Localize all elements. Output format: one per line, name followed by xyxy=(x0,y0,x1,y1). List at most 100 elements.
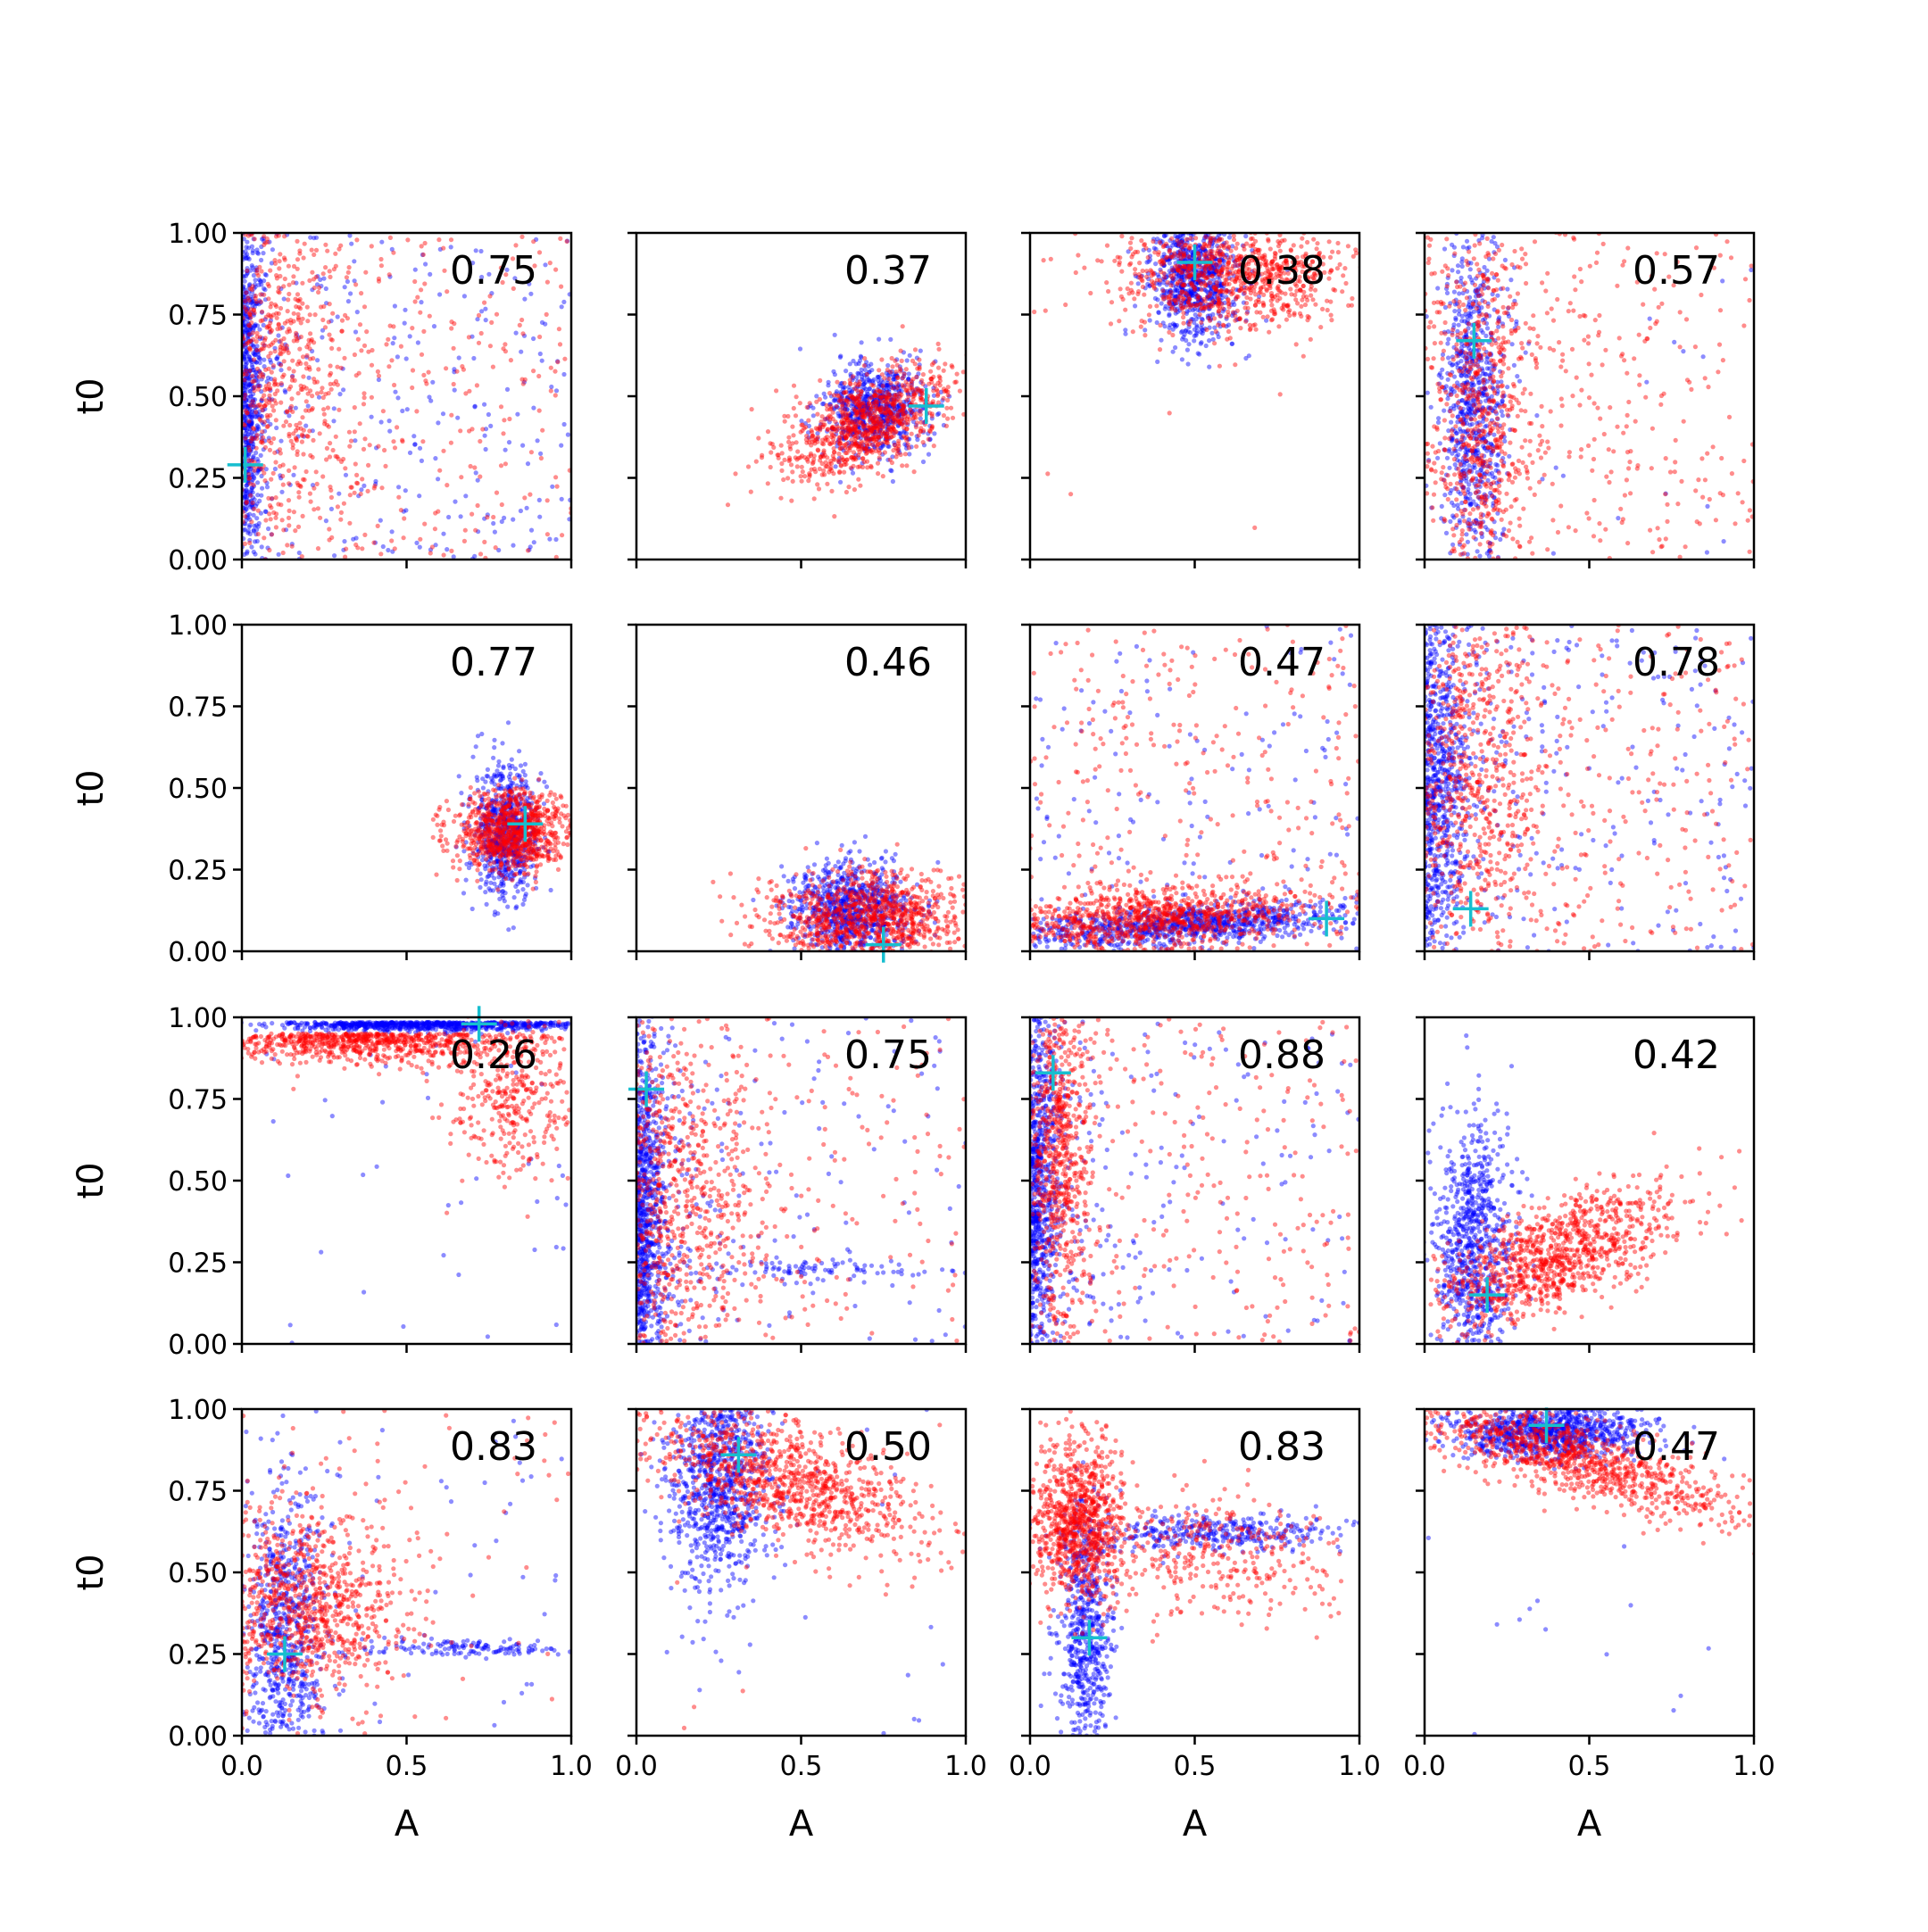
data-point xyxy=(404,356,409,361)
data-point xyxy=(1259,228,1263,232)
data-point xyxy=(1320,307,1325,311)
data-point xyxy=(1446,377,1450,382)
data-point xyxy=(1123,308,1127,312)
data-point xyxy=(418,311,422,315)
data-point xyxy=(300,554,304,559)
data-point xyxy=(1105,244,1109,248)
data-point xyxy=(1150,283,1154,287)
data-point xyxy=(833,333,837,337)
data-point xyxy=(267,394,271,398)
data-point xyxy=(1175,323,1179,328)
data-point xyxy=(389,538,394,543)
data-point xyxy=(860,415,864,419)
data-point xyxy=(858,402,862,406)
data-point xyxy=(247,346,252,351)
data-point xyxy=(281,551,286,555)
data-point xyxy=(891,448,895,452)
data-point xyxy=(277,286,281,290)
data-point xyxy=(903,421,908,426)
data-point xyxy=(300,302,304,306)
data-point xyxy=(1173,308,1177,312)
data-point xyxy=(499,463,503,468)
data-point xyxy=(493,530,497,535)
data-point xyxy=(1181,305,1185,310)
data-point xyxy=(1228,228,1233,232)
data-point xyxy=(382,448,386,452)
data-point xyxy=(250,379,254,384)
data-point xyxy=(1209,266,1214,270)
data-point xyxy=(1112,259,1117,263)
data-point xyxy=(1228,255,1233,260)
data-point xyxy=(282,296,287,301)
data-point xyxy=(254,300,259,304)
data-point xyxy=(314,469,319,474)
data-point xyxy=(287,516,291,520)
data-point xyxy=(876,471,880,476)
data-point xyxy=(248,227,253,231)
data-point xyxy=(1222,244,1226,248)
data-point xyxy=(1158,240,1162,245)
data-point xyxy=(1181,311,1185,315)
data-point xyxy=(1049,257,1053,261)
data-point xyxy=(834,464,838,468)
data-point xyxy=(1218,288,1223,293)
data-point xyxy=(301,374,305,378)
data-point xyxy=(262,471,266,476)
data-point xyxy=(936,342,941,346)
data-point xyxy=(262,403,267,408)
data-point xyxy=(1165,289,1169,294)
data-point xyxy=(935,389,940,394)
data-point xyxy=(334,435,338,439)
data-point xyxy=(248,532,253,536)
data-point xyxy=(282,373,287,377)
data-point xyxy=(1193,236,1198,240)
data-point xyxy=(766,481,770,485)
data-point xyxy=(1143,333,1147,337)
data-point xyxy=(289,439,294,444)
data-point xyxy=(1248,323,1252,328)
data-point xyxy=(842,390,846,394)
data-point xyxy=(549,385,553,389)
data-point xyxy=(310,270,314,275)
data-point xyxy=(862,356,867,361)
data-point xyxy=(436,420,440,425)
data-point xyxy=(379,419,384,424)
data-point xyxy=(289,404,294,409)
data-point xyxy=(518,323,522,328)
data-point xyxy=(1243,319,1248,324)
data-point xyxy=(391,439,395,444)
data-point xyxy=(1119,234,1124,238)
data-point xyxy=(253,451,258,455)
data-point xyxy=(1151,272,1156,277)
data-point xyxy=(821,468,826,473)
data-point xyxy=(325,249,329,253)
data-point xyxy=(403,308,407,312)
data-point xyxy=(826,383,830,387)
data-point xyxy=(831,456,835,460)
data-point xyxy=(545,498,550,502)
data-point xyxy=(537,409,542,413)
data-point xyxy=(315,391,320,395)
data-point xyxy=(841,457,845,461)
data-point xyxy=(943,361,947,366)
data-point xyxy=(340,328,345,333)
y-axis-label: t0 xyxy=(71,377,112,414)
data-point xyxy=(529,528,534,533)
data-point xyxy=(832,514,836,518)
data-point xyxy=(1032,310,1036,314)
data-point xyxy=(266,367,270,371)
data-point xyxy=(423,378,428,383)
subplot-r1-c3: 0.38 xyxy=(1021,225,1368,568)
data-point xyxy=(255,493,260,497)
data-point xyxy=(410,386,414,390)
data-point xyxy=(301,317,305,321)
data-point xyxy=(399,508,403,512)
data-point xyxy=(264,398,269,402)
data-point xyxy=(423,261,428,266)
data-point xyxy=(418,537,422,542)
data-point xyxy=(265,485,270,489)
data-point xyxy=(791,433,795,437)
data-point xyxy=(271,408,276,412)
data-point xyxy=(255,480,260,485)
data-point xyxy=(353,438,357,443)
